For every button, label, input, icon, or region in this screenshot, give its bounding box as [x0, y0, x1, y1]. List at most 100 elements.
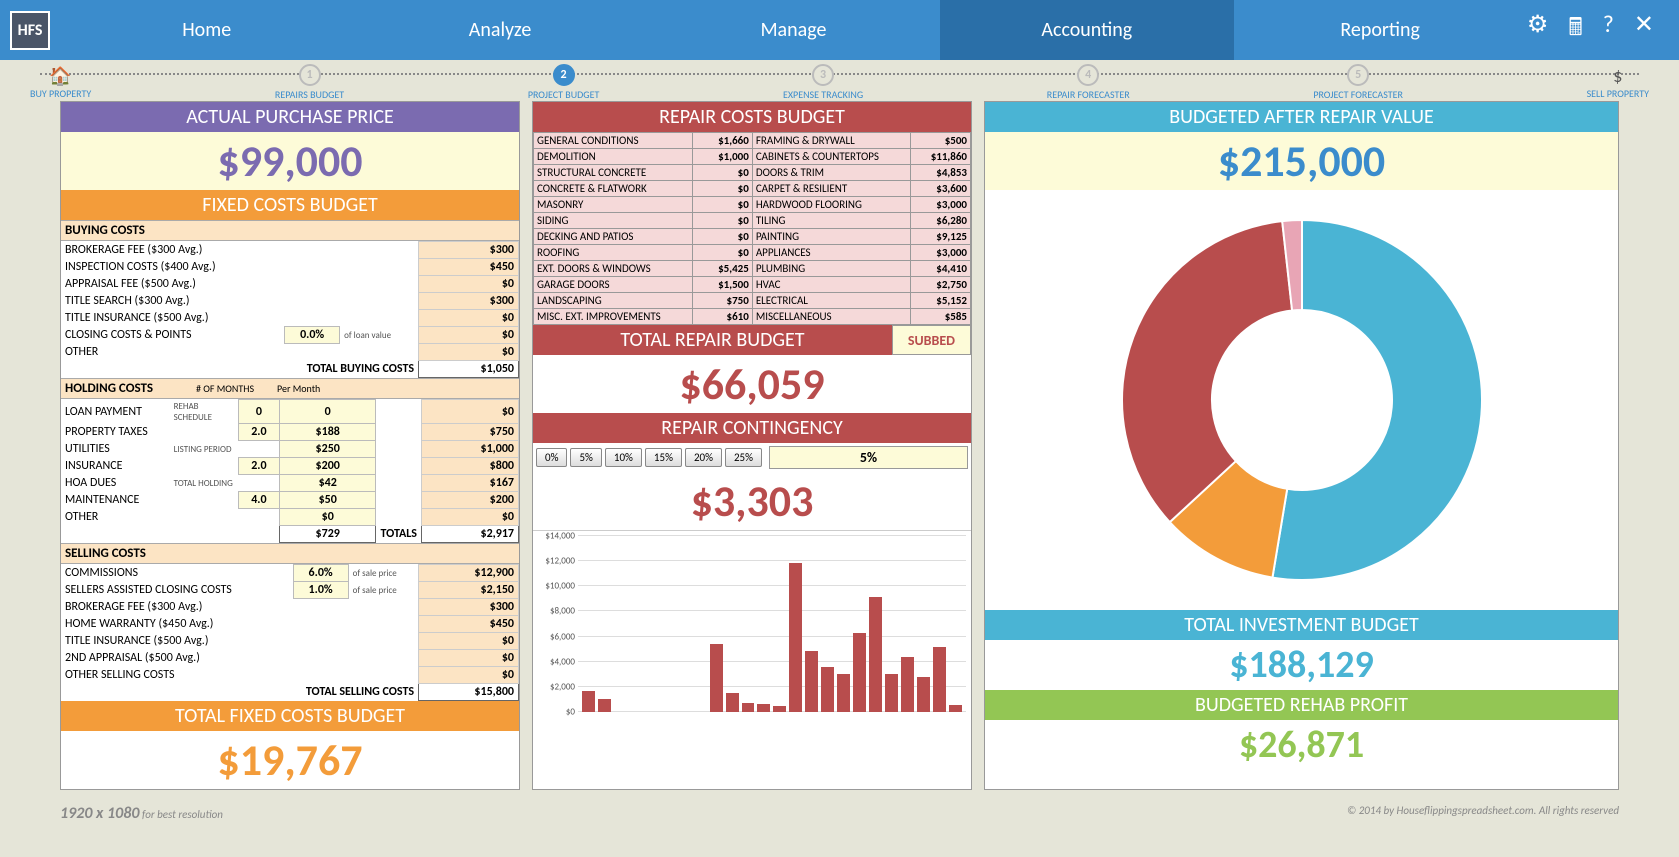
- total-repair-header: TOTAL REPAIR BUDGET: [533, 325, 892, 355]
- buying-row-label: INSPECTION COSTS ($400 Avg.): [61, 259, 285, 276]
- close-icon[interactable]: ✕: [1634, 10, 1654, 51]
- nav-tab-home[interactable]: Home: [60, 0, 353, 60]
- step-project-forecaster[interactable]: 5PROJECT FORECASTER: [1313, 64, 1403, 101]
- contingency-btn-5%[interactable]: 5%: [570, 448, 601, 467]
- settings-icon[interactable]: ⚙: [1527, 10, 1549, 51]
- buying-total-value: $1,050: [419, 361, 519, 378]
- holding-sched[interactable]: 2.0: [238, 424, 279, 441]
- repair-val: $6,280: [911, 213, 971, 229]
- repair-cat: CONCRETE & FLATWORK: [534, 181, 693, 197]
- purchase-price-value: $99,000: [61, 132, 519, 190]
- chart-bar: [949, 705, 962, 712]
- nav-tab-reporting[interactable]: Reporting: [1234, 0, 1527, 60]
- repair-val: $0: [692, 245, 752, 261]
- holding-row-value[interactable]: $750: [421, 424, 518, 441]
- nav-tab-manage[interactable]: Manage: [647, 0, 940, 60]
- chart-bar: [885, 674, 898, 712]
- arv-value: $215,000: [985, 132, 1618, 190]
- repair-val: $2,750: [911, 277, 971, 293]
- buying-other-label: OTHER: [61, 344, 285, 361]
- selling-pct[interactable]: 1.0%: [293, 582, 348, 599]
- donut-slice: [1122, 221, 1292, 522]
- chart-bar: [742, 703, 755, 712]
- contingency-btn-10%[interactable]: 10%: [605, 448, 642, 467]
- resolution-note: for best resolution: [142, 808, 223, 821]
- holding-row-value[interactable]: $0: [421, 400, 518, 424]
- holding-sched[interactable]: 0: [238, 400, 279, 424]
- nav-tab-analyze[interactable]: Analyze: [353, 0, 646, 60]
- holding-sched-label: TOTAL HOLDING: [170, 475, 239, 492]
- holding-sched[interactable]: 4.0: [238, 492, 279, 509]
- selling-row-value[interactable]: $450: [419, 616, 519, 633]
- contingency-value: $3,303: [533, 472, 971, 530]
- nav-tab-accounting[interactable]: Accounting: [940, 0, 1233, 60]
- buying-total-label: TOTAL BUYING COSTS: [61, 361, 419, 378]
- selling-note: of sale price: [348, 582, 418, 599]
- selling-row-label: HOME WARRANTY ($450 Avg.): [61, 616, 293, 633]
- repair-cat: DECKING AND PATIOS: [534, 229, 693, 245]
- buying-row-value[interactable]: $0: [419, 276, 519, 293]
- holding-row-value[interactable]: $200: [421, 492, 518, 509]
- holding-permonth[interactable]: $50: [279, 492, 376, 509]
- chart-bar: [917, 677, 930, 712]
- buying-other-value[interactable]: $0: [419, 344, 519, 361]
- help-icon[interactable]: ?: [1603, 10, 1614, 51]
- selling-total-value: $15,800: [419, 684, 519, 701]
- selling-row-value[interactable]: $0: [419, 633, 519, 650]
- selling-row-value[interactable]: $12,900: [419, 565, 519, 582]
- calculator-icon[interactable]: 🖩: [1568, 10, 1582, 51]
- selling-row-value[interactable]: $0: [419, 667, 519, 684]
- repair-cat: CARPET & RESILIENT: [752, 181, 910, 197]
- repair-costs-table: GENERAL CONDITIONS$1,660FRAMING & DRYWAL…: [533, 132, 971, 325]
- holding-row-label: MAINTENANCE: [61, 492, 170, 509]
- holding-permonth[interactable]: $200: [279, 458, 376, 475]
- holding-row-value[interactable]: $800: [421, 458, 518, 475]
- closing-value[interactable]: $0: [419, 327, 519, 344]
- repair-cat: DEMOLITION: [534, 149, 693, 165]
- buying-row-value[interactable]: $0: [419, 310, 519, 327]
- buying-row-value[interactable]: $450: [419, 259, 519, 276]
- holding-row-label: PROPERTY TAXES: [61, 424, 170, 441]
- donut-chart: [985, 190, 1618, 610]
- total-repair-value: $66,059: [533, 355, 971, 413]
- step-buy-property[interactable]: 🏠BUY PROPERTY: [30, 65, 91, 100]
- contingency-btn-25%[interactable]: 25%: [725, 448, 762, 467]
- step-repair-forecaster[interactable]: 4REPAIR FORECASTER: [1047, 64, 1130, 101]
- step-repairs-budget[interactable]: 1REPAIRS BUDGET: [275, 64, 344, 101]
- holding-row-value[interactable]: $1,000: [421, 441, 518, 458]
- holding-row-label: LOAN PAYMENT: [61, 400, 170, 424]
- holding-row-label: HOA DUES: [61, 475, 170, 492]
- step-sell-property[interactable]: $SELL PROPERTY: [1587, 65, 1649, 100]
- selling-costs-table: COMMISSIONS6.0%of sale price$12,900SELLE…: [61, 564, 519, 701]
- repair-cat: GENERAL CONDITIONS: [534, 133, 693, 149]
- repair-cat: LANDSCAPING: [534, 293, 693, 309]
- total-fixed-value: $19,767: [61, 731, 519, 789]
- selling-row-value[interactable]: $2,150: [419, 582, 519, 599]
- buying-row-value[interactable]: $300: [419, 293, 519, 310]
- step-project-budget[interactable]: 2PROJECT BUDGET: [528, 64, 600, 101]
- holding-permonth[interactable]: $250: [279, 441, 376, 458]
- holding-permonth[interactable]: 0: [279, 400, 376, 424]
- holding-sched[interactable]: 2.0: [238, 458, 279, 475]
- investment-value: $188,129: [985, 640, 1618, 690]
- step-expense-tracking[interactable]: 3EXPENSE TRACKING: [783, 64, 863, 101]
- repair-cat: CABINETS & COUNTERTOPS: [752, 149, 910, 165]
- selling-pct[interactable]: 6.0%: [293, 565, 348, 582]
- contingency-btn-0%[interactable]: 0%: [536, 448, 567, 467]
- closing-pct[interactable]: 0.0%: [285, 327, 340, 344]
- buying-row-value[interactable]: $300: [419, 242, 519, 259]
- holding-row-value[interactable]: $0: [421, 509, 518, 526]
- selling-row-value[interactable]: $300: [419, 599, 519, 616]
- fixed-costs-panel: ACTUAL PURCHASE PRICE $99,000 FIXED COST…: [60, 101, 520, 790]
- holding-permonth[interactable]: $42: [279, 475, 376, 492]
- chart-bar: [821, 667, 834, 712]
- repair-val: $750: [692, 293, 752, 309]
- contingency-btn-15%[interactable]: 15%: [645, 448, 682, 467]
- holding-permonth[interactable]: $188: [279, 424, 376, 441]
- holding-row-value[interactable]: $167: [421, 475, 518, 492]
- holding-permonth[interactable]: $0: [279, 509, 376, 526]
- holding-costs-table: LOAN PAYMENT REHAB SCHEDULE 0 0 $0 PROPE…: [61, 399, 519, 543]
- selling-row-value[interactable]: $0: [419, 650, 519, 667]
- contingency-btn-20%[interactable]: 20%: [685, 448, 722, 467]
- chart-bar: [726, 693, 739, 712]
